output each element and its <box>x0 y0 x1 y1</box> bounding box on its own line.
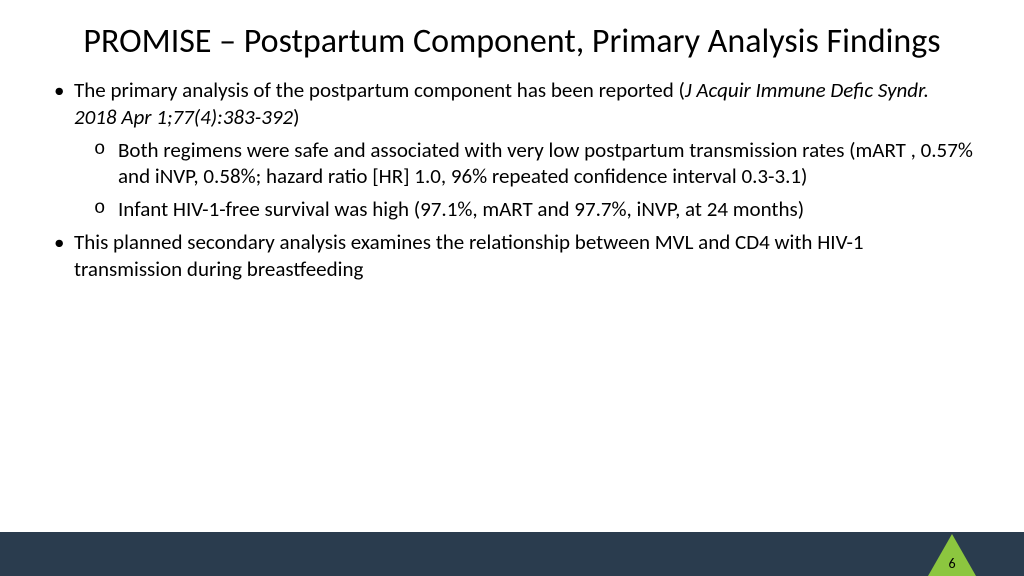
bullet-1-text-pre: The primary analysis of the postpartum c… <box>74 77 685 103</box>
bullet-item-2: This planned secondary analysis examines… <box>48 229 976 283</box>
slide: PROMISE – Postpartum Component, Primary … <box>0 0 1024 576</box>
bullet-1-text-post: ) <box>293 104 299 130</box>
slide-title: PROMISE – Postpartum Component, Primary … <box>48 22 976 63</box>
bullet-item-1: The primary analysis of the postpartum c… <box>48 77 976 223</box>
slide-content: The primary analysis of the postpartum c… <box>48 77 976 283</box>
bullet-list: The primary analysis of the postpartum c… <box>48 77 976 283</box>
footer-bar <box>0 532 1024 576</box>
sub-bullet-2: Infant HIV-1-free survival was high (97.… <box>88 196 976 223</box>
page-number: 6 <box>928 555 976 572</box>
sub-bullet-list: Both regimens were safe and associated w… <box>74 137 976 224</box>
sub-bullet-1: Both regimens were safe and associated w… <box>88 137 976 191</box>
